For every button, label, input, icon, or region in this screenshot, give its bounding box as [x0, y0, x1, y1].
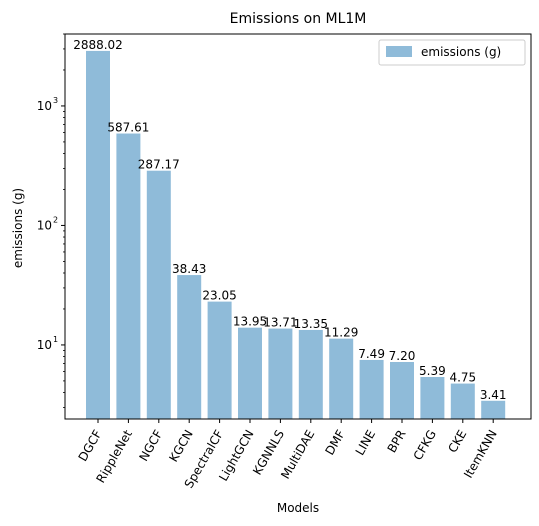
- bar-bpr: [390, 361, 414, 419]
- bar-dgcf: [86, 50, 110, 420]
- bar-value-label: 2888.02: [73, 38, 123, 52]
- legend: emissions (g): [378, 39, 526, 66]
- x-axis-label: Models: [277, 501, 319, 515]
- bar-ngcf: [146, 170, 171, 419]
- y-tick-label-exponent: 1: [53, 335, 58, 344]
- bars-group: [86, 50, 506, 420]
- plot-frame: [64, 33, 532, 420]
- y-axis-label: emissions (g): [11, 188, 25, 268]
- bar-kgnnls: [268, 328, 293, 419]
- bar-itemknn: [481, 400, 506, 419]
- bar-cke: [450, 383, 475, 419]
- y-tick-label: 10: [37, 218, 52, 232]
- bar-value-label: 287.17: [138, 158, 180, 172]
- bar-value-label: 11.29: [324, 326, 358, 340]
- bar-value-label: 23.05: [202, 289, 236, 303]
- bar-value-label: 38.43: [172, 262, 206, 276]
- bar-ripplenet: [116, 133, 141, 420]
- bar-value-labels: 2888.02587.61287.1738.4323.0513.9513.711…: [73, 38, 506, 402]
- y-tick-label: 10: [37, 99, 52, 113]
- bar-line: [359, 359, 384, 419]
- bar-value-label: 13.71: [263, 316, 297, 330]
- bar-value-label: 587.61: [107, 121, 149, 135]
- bar-value-label: 3.41: [480, 388, 507, 402]
- bar-cfkg: [420, 377, 445, 419]
- chart-title: Emissions on ML1M: [230, 11, 367, 27]
- bar-value-label: 4.75: [449, 371, 476, 385]
- bar-value-label: 5.39: [419, 364, 446, 378]
- legend-label: emissions (g): [421, 45, 501, 59]
- bar-spectralcf: [207, 301, 232, 419]
- y-tick-label-exponent: 3: [53, 96, 58, 105]
- bar-value-label: 13.35: [294, 317, 328, 331]
- y-tick-label-exponent: 2: [53, 215, 58, 224]
- bar-value-label: 13.95: [233, 315, 267, 329]
- bar-lightgcn: [238, 327, 262, 419]
- y-tick-label: 10: [37, 338, 52, 352]
- legend-swatch: [386, 46, 412, 57]
- legend-box: [378, 39, 526, 66]
- bar-dmf: [329, 338, 354, 419]
- bar-multidae: [298, 329, 323, 419]
- bar-value-label: 7.49: [358, 347, 385, 361]
- bar-kgcn: [177, 275, 202, 419]
- bar-value-label: 7.20: [389, 349, 416, 363]
